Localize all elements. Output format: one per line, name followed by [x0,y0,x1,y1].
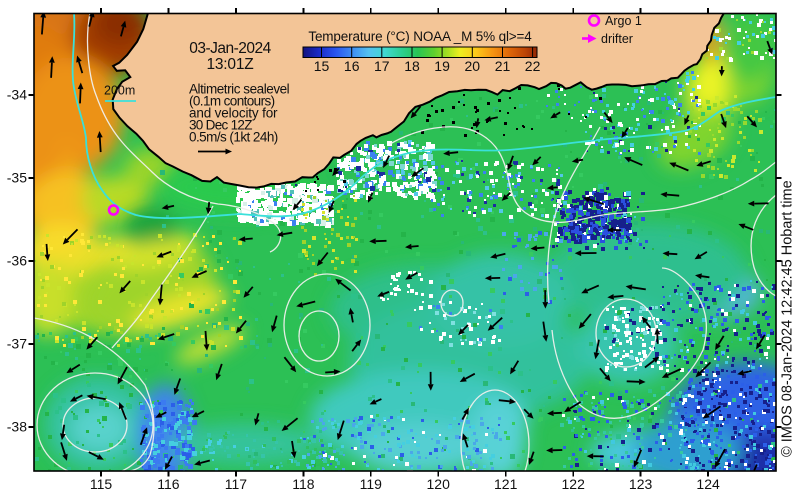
svg-text:Argo 1: Argo 1 [605,14,642,28]
svg-text:18: 18 [404,58,420,74]
svg-text:115: 115 [90,476,113,492]
svg-text:19: 19 [434,58,450,74]
svg-text:© IMOS 08-Jan-2024 12:42:45 Ho: © IMOS 08-Jan-2024 12:42:45 Hobart time [780,180,796,457]
svg-text:123: 123 [629,476,653,492]
svg-text:-35: -35 [7,170,27,186]
svg-text:-36: -36 [7,253,27,269]
svg-text:119: 119 [360,476,383,492]
svg-text:(0.1m contours): (0.1m contours) [189,94,275,109]
svg-text:121: 121 [494,476,518,492]
svg-text:17: 17 [374,58,390,74]
svg-text:22: 22 [525,58,541,74]
svg-text:16: 16 [344,58,360,74]
svg-text:-37: -37 [7,336,27,352]
svg-text:Temperature (°C) NOAA _M 5% ql: Temperature (°C) NOAA _M 5% ql>=4 [308,29,532,44]
svg-text:30 Dec 12Z: 30 Dec 12Z [189,118,252,133]
svg-text:13:01Z: 13:01Z [206,56,253,73]
svg-text:120: 120 [427,476,451,492]
svg-text:116: 116 [157,476,180,492]
svg-text:03-Jan-2024: 03-Jan-2024 [189,40,271,57]
svg-text:0.5m/s (1kt 24h): 0.5m/s (1kt 24h) [189,130,278,145]
svg-text:and velocity for: and velocity for [189,106,278,121]
svg-text:118: 118 [292,476,315,492]
svg-text:21: 21 [495,58,511,74]
svg-text:122: 122 [562,476,586,492]
svg-text:15: 15 [314,58,330,74]
svg-text:drifter: drifter [601,32,633,46]
svg-text:117: 117 [225,476,248,492]
svg-text:20: 20 [465,58,481,74]
svg-text:200m: 200m [104,84,135,98]
svg-text:Altimetric sealevel: Altimetric sealevel [189,82,290,97]
svg-text:-34: -34 [7,87,27,103]
svg-text:124: 124 [696,476,720,492]
svg-text:-38: -38 [7,419,27,435]
